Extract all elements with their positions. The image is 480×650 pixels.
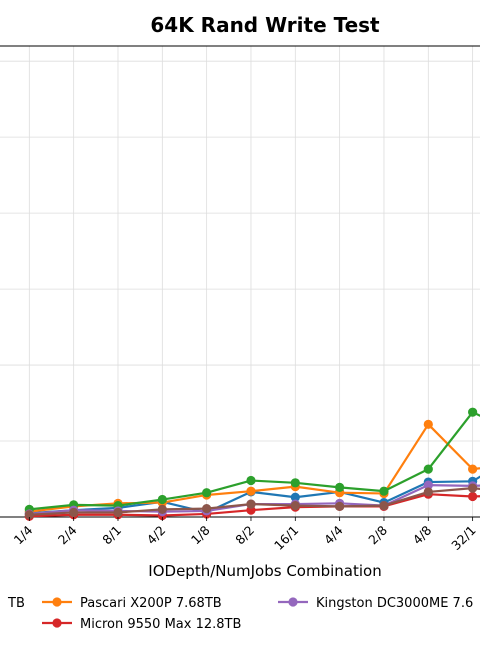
legend-label: Micron 9550 Max 12.8TB [80,617,241,632]
data-point [335,501,345,511]
legend-item: Micron 9550 Max 12.8TB [42,617,241,632]
legend-item: Kingston DC3000ME 7.6 [278,596,473,611]
legend-label: Kingston DC3000ME 7.6 [316,596,473,611]
legend-item: TB [7,596,25,611]
x-tick-label: 4/8 [410,522,435,547]
series-group [24,407,480,521]
data-point [202,504,212,514]
data-point [335,482,345,492]
data-point [246,499,256,509]
data-point [423,464,433,474]
data-point [157,494,167,505]
data-point [113,507,123,518]
legend-item: Pascari X200P 7.68TB [42,596,222,611]
legend-label: Pascari X200P 7.68TB [80,596,222,611]
data-point [468,483,478,493]
data-point [423,480,433,490]
x-tick-label: 32/1 [448,523,478,553]
series-line [29,475,480,515]
data-point [423,487,433,497]
series-3 [24,407,480,515]
data-point [157,504,167,515]
series-line [29,411,480,511]
series-6 [24,483,480,520]
x-tick-label: 8/2 [232,523,257,548]
legend: TB Pascari X200P 7.68TB Kingston DC3000ME … [7,596,473,632]
x-tick-label: 2/8 [365,522,390,547]
x-tick-label: 1/4 [11,522,36,547]
series-2 [24,419,480,517]
axes [0,45,480,518]
legend-swatch-marker [288,597,298,607]
x-tick-labels: 1/42/48/14/21/88/216/14/42/84/832/18/416… [11,517,479,553]
series-line [29,487,480,516]
x-tick-label: 16/1 [271,523,301,553]
gridlines [0,46,480,518]
data-point [468,407,478,417]
x-tick-label: 1/8 [188,522,213,547]
x-tick-label: 8/1 [99,523,124,548]
legend-swatch-marker [52,597,62,607]
data-point [290,478,300,488]
data-point [290,501,300,511]
data-point [468,491,478,502]
data-point [379,486,389,496]
x-tick-label: 4/4 [321,522,346,547]
legend-swatch-marker [52,618,62,628]
data-point [69,507,79,518]
data-point [246,486,256,496]
x-tick-label: 2/4 [55,522,80,547]
x-axis-label: IODepth/NumJobs Combination [148,562,381,580]
data-point [423,419,433,429]
legend-label: TB [7,596,25,611]
data-point [290,492,300,502]
x-tick-label: 4/2 [144,523,169,548]
data-point [379,501,389,511]
data-point [468,464,478,474]
series-line [29,423,480,513]
chart-title: 64K Rand Write Test [150,13,380,37]
data-point [202,488,212,498]
data-point [246,475,256,486]
data-point [24,510,34,520]
